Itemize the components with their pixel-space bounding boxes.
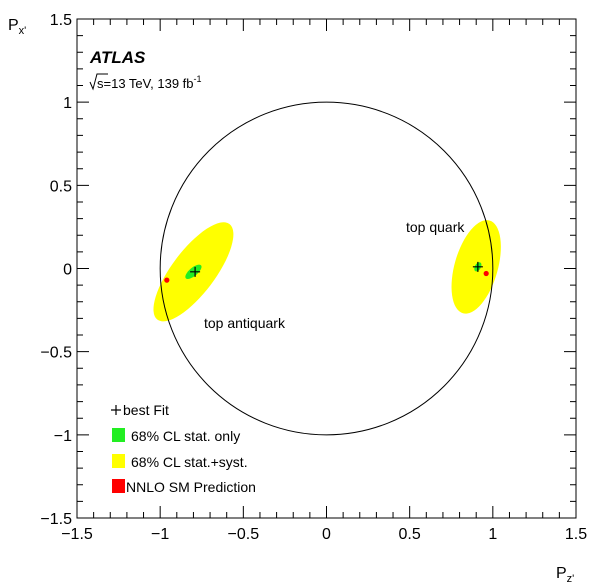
top-antiquark-sm-prediction-point <box>164 277 170 283</box>
x-tick-label: 0.5 <box>399 526 421 543</box>
svg-text:Px': Px' <box>8 17 26 37</box>
legend-item-sm-prediction: NNLO SM Prediction <box>112 479 256 495</box>
annotation-top-antiquark: top antiquark <box>204 315 286 331</box>
x-axis-label: Pz' <box>556 565 574 585</box>
experiment-label: ATLAS <box>89 48 146 67</box>
y-tick-label: 1.5 <box>50 12 72 29</box>
energy-label-sqrt: s <box>97 76 104 91</box>
legend: best Fit 68% CL stat. only 68% CL stat.+… <box>111 402 256 495</box>
annotation-top-quark: top quark <box>406 219 465 235</box>
legend-label-stat-only: 68% CL stat. only <box>131 428 240 444</box>
x-tick-label: −0.5 <box>228 526 260 543</box>
legend-plus-marker <box>111 405 121 415</box>
energy-label: s=13 TeV, 139 fb-1 <box>89 73 202 91</box>
legend-item-best-fit: best Fit <box>111 402 169 418</box>
y-tick-label: −0.5 <box>40 345 72 362</box>
legend-item-stat-only: 68% CL stat. only <box>112 428 240 444</box>
top-quark-best-fit-marker <box>472 261 483 272</box>
y-axis-label-sub: x' <box>19 25 27 37</box>
x-axis-label-sub: z' <box>567 573 575 585</box>
top-quark-sm-prediction-point <box>483 270 489 277</box>
energy-label-rest: =13 TeV, 139 fb <box>104 76 194 91</box>
legend-yellow-box <box>112 454 125 468</box>
x-tick-label: 1 <box>488 526 497 543</box>
legend-item-stat-syst: 68% CL stat.+syst. <box>112 454 248 470</box>
y-tick-label: 0 <box>63 262 72 279</box>
y-axis-label-main: P <box>8 17 19 34</box>
svg-text:s=13 TeV, 139 fb-1: s=13 TeV, 139 fb-1 <box>97 74 202 91</box>
legend-label-best-fit: best Fit <box>123 402 169 418</box>
legend-label-stat-syst: 68% CL stat.+syst. <box>131 454 248 470</box>
legend-green-box <box>112 428 125 442</box>
y-tick-label: 1 <box>63 95 72 112</box>
unit-circle <box>159 101 494 436</box>
x-tick-label: 1.5 <box>565 526 587 543</box>
x-tick-label: 0 <box>322 526 331 543</box>
svg-text:Pz': Pz' <box>556 565 574 585</box>
legend-red-box <box>112 479 125 493</box>
energy-label-sup: -1 <box>194 74 202 84</box>
y-axis-label: Px' <box>8 17 26 37</box>
x-tick-label: −1 <box>151 526 169 543</box>
y-tick-label: −1 <box>54 428 72 445</box>
y-tick-label: −1.5 <box>40 511 72 528</box>
top-antiquark-best-fit-marker <box>190 266 201 277</box>
x-axis-label-main: P <box>556 565 567 582</box>
y-tick-label: 0.5 <box>50 178 72 195</box>
x-tick-label: −1.5 <box>61 526 93 543</box>
legend-label-sm-prediction: NNLO SM Prediction <box>126 479 256 495</box>
